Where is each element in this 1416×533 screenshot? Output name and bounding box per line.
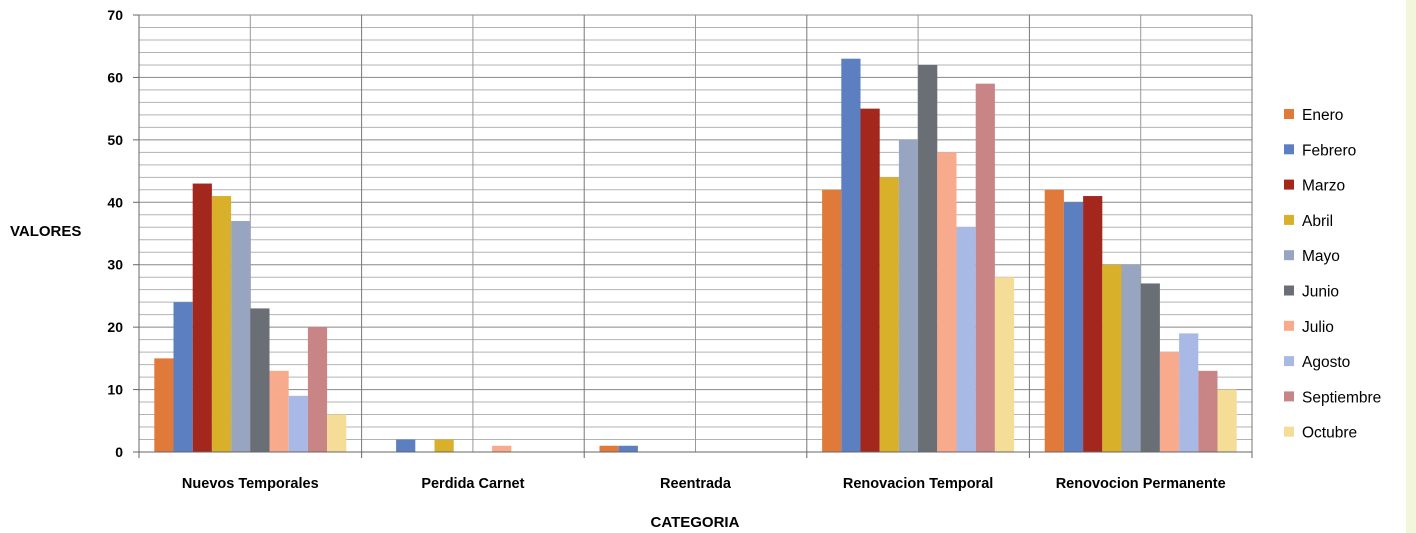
legend-label: Julio bbox=[1302, 319, 1334, 336]
y-tick-label: 50 bbox=[107, 132, 123, 148]
legend-swatch bbox=[1284, 179, 1294, 190]
legend-label: Octubre bbox=[1302, 425, 1357, 442]
y-tick-label: 40 bbox=[107, 194, 123, 210]
y-tick-label: 0 bbox=[115, 444, 123, 460]
y-axis-label: VALORES bbox=[10, 223, 81, 240]
y-tick-label: 10 bbox=[107, 382, 123, 398]
bar-septiembre bbox=[1198, 370, 1218, 452]
bar-enero bbox=[1044, 189, 1064, 453]
bar-enero bbox=[822, 189, 842, 453]
bar-febrero bbox=[1063, 202, 1084, 452]
bar-marzo bbox=[1083, 196, 1103, 452]
bar-abril bbox=[879, 177, 899, 453]
bar-septiembre bbox=[975, 83, 995, 453]
bar-mayo bbox=[1121, 264, 1141, 452]
bar-junio bbox=[918, 64, 938, 452]
legend-swatch bbox=[1284, 426, 1294, 437]
x-tick-label: Perdida Carnet bbox=[421, 476, 524, 492]
bar-febrero bbox=[173, 302, 193, 452]
bar-abril bbox=[1102, 264, 1122, 452]
legend-swatch bbox=[1284, 109, 1294, 119]
bar-junio bbox=[250, 308, 270, 452]
y-tick-label: 30 bbox=[107, 257, 123, 273]
legend-label: Marzo bbox=[1302, 178, 1345, 195]
legend-swatch bbox=[1284, 250, 1294, 261]
legend-label: Abril bbox=[1302, 213, 1333, 230]
y-tick-label: 60 bbox=[107, 69, 123, 85]
bar-febrero bbox=[841, 58, 861, 452]
axes bbox=[133, 14, 1253, 458]
bar-mayo bbox=[898, 139, 919, 452]
bar-octubre bbox=[994, 277, 1015, 452]
y-tick-label: 70 bbox=[107, 7, 123, 23]
bar-enero bbox=[599, 445, 619, 452]
legend-label: Mayo bbox=[1302, 248, 1340, 265]
bar-octubre bbox=[327, 414, 347, 452]
y-tick-label: 20 bbox=[107, 319, 123, 335]
bar-marzo bbox=[192, 183, 212, 453]
legend-label: Septiembre bbox=[1302, 389, 1381, 406]
legend-swatch bbox=[1284, 391, 1294, 402]
bar-junio bbox=[1140, 283, 1160, 452]
bar-julio bbox=[1159, 352, 1180, 452]
bar-septiembre bbox=[307, 327, 328, 452]
legend: Enero Febrero Marzo Abril Mayo Junio Julio Agos… bbox=[1284, 107, 1381, 442]
bar-febrero bbox=[396, 439, 416, 452]
x-tick-label: Nuevos Temporales bbox=[182, 476, 319, 492]
x-tick-label: Reentrada bbox=[660, 476, 732, 492]
bar-octubre bbox=[1217, 389, 1237, 452]
legend-label: Enero bbox=[1302, 107, 1343, 124]
bar-agosto bbox=[956, 227, 976, 452]
bars bbox=[154, 58, 1237, 453]
bar-abril bbox=[211, 196, 232, 452]
bar-agosto bbox=[1179, 333, 1199, 452]
legend-label: Agosto bbox=[1302, 354, 1350, 371]
legend-swatch bbox=[1284, 356, 1294, 367]
legend-swatch bbox=[1284, 320, 1294, 331]
x-tick-label: Renovacion Temporal bbox=[843, 476, 993, 492]
legend-swatch bbox=[1284, 285, 1294, 296]
x-axis-label: CATEGORIA bbox=[651, 514, 740, 531]
y-tick-labels: 0 10 20 30 40 50 60 70 bbox=[107, 7, 123, 460]
bar-julio bbox=[937, 152, 957, 453]
bar-agosto bbox=[288, 395, 308, 452]
legend-label: Junio bbox=[1302, 284, 1339, 301]
legend-swatch bbox=[1284, 214, 1294, 225]
x-tick-labels: Nuevos Temporales Perdida Carnet Reentrada… bbox=[182, 476, 1226, 492]
bar-febrero bbox=[618, 445, 638, 452]
bar-mayo bbox=[231, 221, 251, 452]
bar-enero bbox=[154, 358, 174, 452]
bar-julio bbox=[269, 370, 289, 452]
x-tick-label: Renovocion Permanente bbox=[1056, 476, 1226, 492]
bar-marzo bbox=[860, 108, 880, 453]
legend-label: Febrero bbox=[1302, 142, 1356, 159]
legend-swatch bbox=[1284, 144, 1294, 155]
page-border bbox=[1406, 0, 1416, 533]
bar-julio bbox=[492, 445, 512, 452]
bar-abril bbox=[434, 439, 454, 452]
